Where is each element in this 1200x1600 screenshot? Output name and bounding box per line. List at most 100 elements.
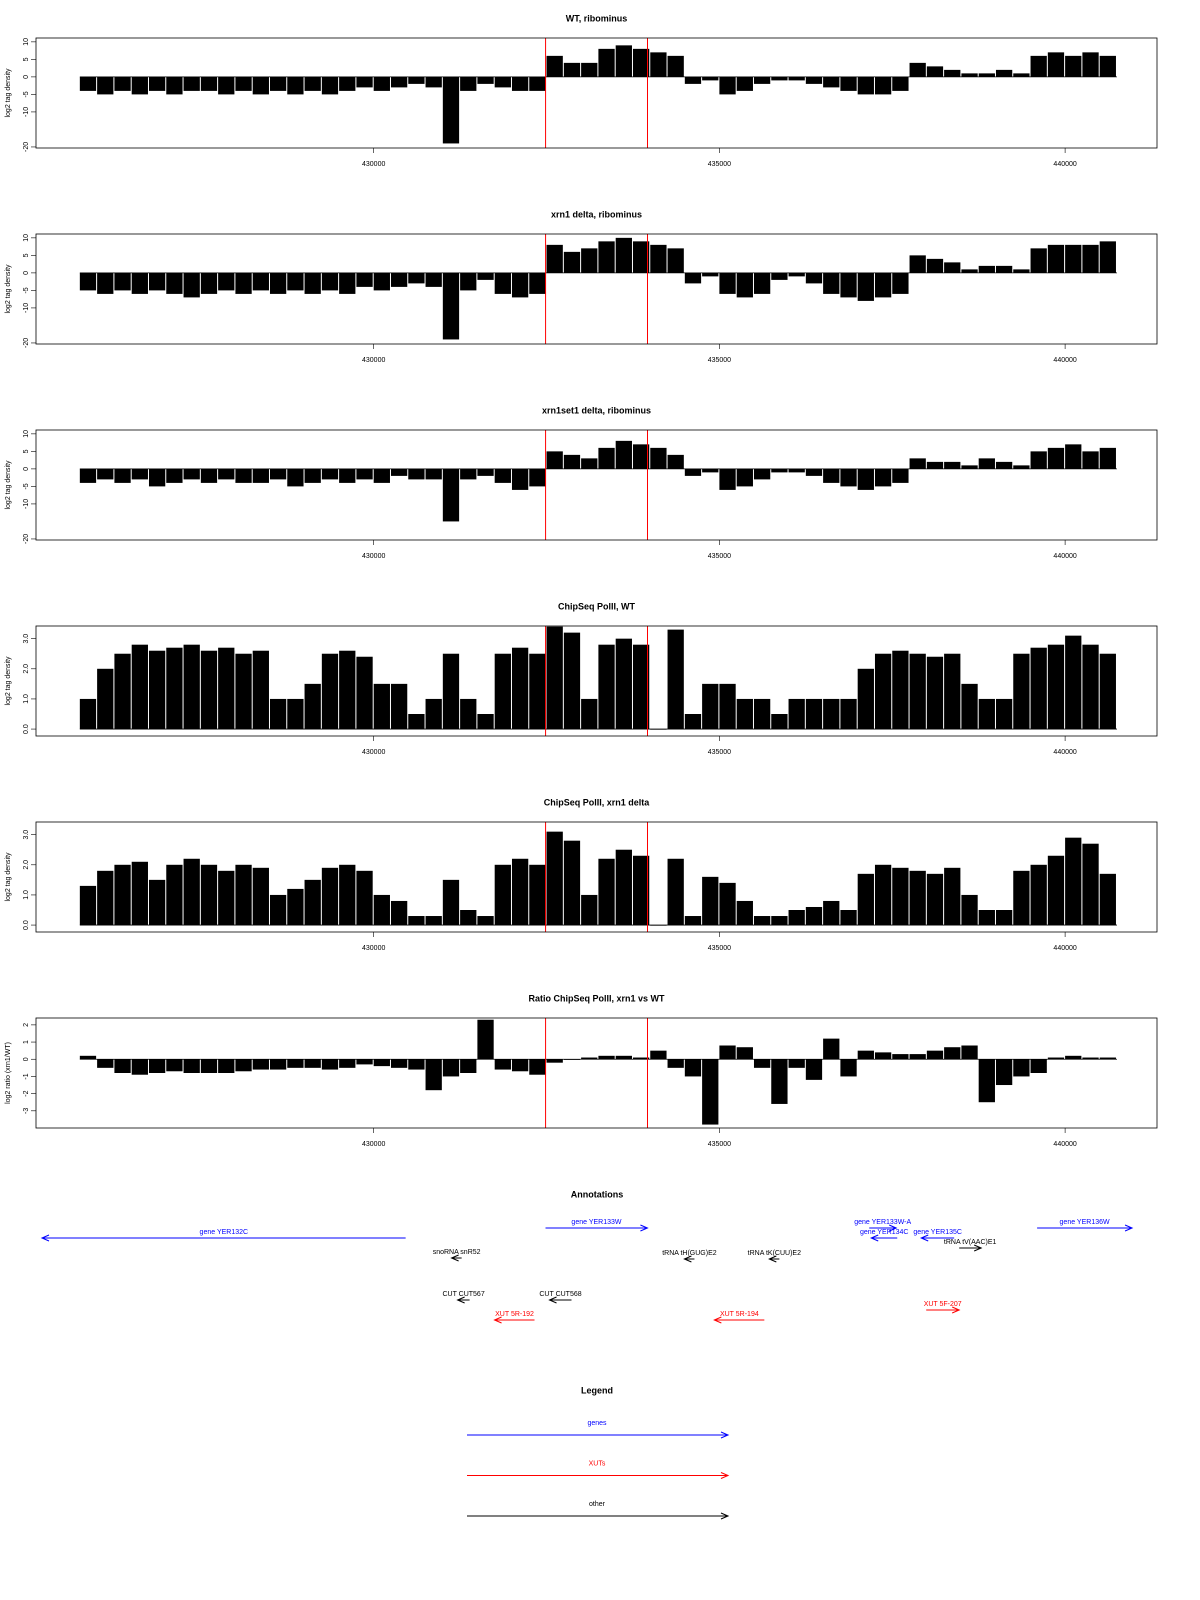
bar xyxy=(1013,73,1030,77)
y-tick-label: 3.0 xyxy=(23,830,30,840)
bar xyxy=(995,461,1013,469)
bar xyxy=(684,1059,702,1077)
annotation-label: XUT 5R-192 xyxy=(495,1311,534,1318)
bar xyxy=(1013,1059,1030,1077)
x-tick-label: 430000 xyxy=(362,357,385,364)
bar xyxy=(408,76,425,84)
annotation-label: gene YER135C xyxy=(913,1229,962,1236)
annotation-arrow-head xyxy=(713,1316,722,1324)
bar xyxy=(373,76,390,91)
bar xyxy=(373,683,390,730)
bar xyxy=(183,272,200,298)
bar xyxy=(304,879,321,926)
x-tick-label: 440000 xyxy=(1053,749,1076,756)
bar xyxy=(304,1059,321,1068)
bar xyxy=(909,870,926,926)
x-tick-label: 430000 xyxy=(362,161,385,168)
bar xyxy=(632,855,650,926)
bar xyxy=(857,668,874,730)
bar xyxy=(598,447,615,469)
bar xyxy=(477,76,494,84)
bar xyxy=(926,66,944,77)
bar xyxy=(269,468,287,480)
bar xyxy=(771,1059,788,1104)
y-tick-label: -1 xyxy=(23,1073,30,1079)
bar xyxy=(148,468,166,487)
y-tick-label: 0 xyxy=(23,467,30,471)
bar xyxy=(321,76,339,95)
bar xyxy=(702,468,719,473)
bar xyxy=(339,76,356,91)
bar xyxy=(373,894,390,926)
bar xyxy=(218,272,235,291)
bar xyxy=(79,1055,97,1060)
bar xyxy=(1082,244,1099,273)
bar xyxy=(874,1052,892,1060)
bar xyxy=(321,1059,339,1070)
bar xyxy=(79,272,97,291)
bar xyxy=(1047,447,1065,469)
bar xyxy=(995,910,1013,926)
bar xyxy=(339,1059,356,1068)
y-tick-label: -20 xyxy=(23,534,30,544)
bar xyxy=(944,653,961,730)
bar xyxy=(719,683,736,730)
bar xyxy=(1047,52,1065,77)
bar xyxy=(339,864,356,926)
bar xyxy=(218,1059,235,1073)
bar xyxy=(702,272,719,277)
bar xyxy=(563,251,581,273)
bar xyxy=(909,62,926,77)
bar xyxy=(97,272,114,294)
bar xyxy=(771,714,788,730)
plot-frame xyxy=(35,625,1158,737)
bar xyxy=(339,468,356,483)
bar xyxy=(926,461,944,469)
bar xyxy=(667,629,684,730)
bar xyxy=(148,1059,166,1073)
bar xyxy=(460,698,477,730)
bar xyxy=(269,894,287,926)
bar xyxy=(200,1059,218,1073)
bar xyxy=(183,1059,200,1073)
bar xyxy=(287,272,304,291)
y-tick-label: 0 xyxy=(23,75,30,79)
bar xyxy=(460,76,477,91)
plot-frame xyxy=(35,1017,1158,1129)
bar xyxy=(650,447,667,469)
bar xyxy=(477,272,494,280)
bar xyxy=(702,683,719,730)
annotation-label: gene YER133W xyxy=(571,1219,621,1226)
bar xyxy=(1030,1059,1047,1073)
bar xyxy=(304,468,321,483)
bar xyxy=(252,76,269,95)
bar xyxy=(823,468,840,483)
bar xyxy=(995,69,1013,77)
bar xyxy=(235,272,252,294)
bar xyxy=(1013,870,1030,926)
bar xyxy=(235,653,252,730)
bar xyxy=(1030,248,1047,273)
y-tick-label: -5 xyxy=(23,287,30,293)
bar xyxy=(615,849,632,926)
bar xyxy=(460,272,477,291)
bar xyxy=(874,468,892,487)
bar xyxy=(356,870,373,926)
bar xyxy=(148,879,166,926)
bar xyxy=(269,698,287,730)
bar xyxy=(269,76,287,91)
bar xyxy=(1047,1057,1065,1060)
bar xyxy=(79,885,97,926)
bar xyxy=(581,248,598,273)
bar xyxy=(166,647,183,730)
bar xyxy=(339,272,356,294)
bar xyxy=(511,1059,529,1072)
annotation-arrow-head xyxy=(888,1224,898,1232)
bar xyxy=(598,48,615,77)
annotation-arrow-head xyxy=(456,1296,465,1304)
bar xyxy=(477,714,494,730)
legend-arrow-head xyxy=(720,1472,730,1479)
bar xyxy=(166,272,183,294)
bar xyxy=(235,76,252,91)
bar xyxy=(339,650,356,730)
